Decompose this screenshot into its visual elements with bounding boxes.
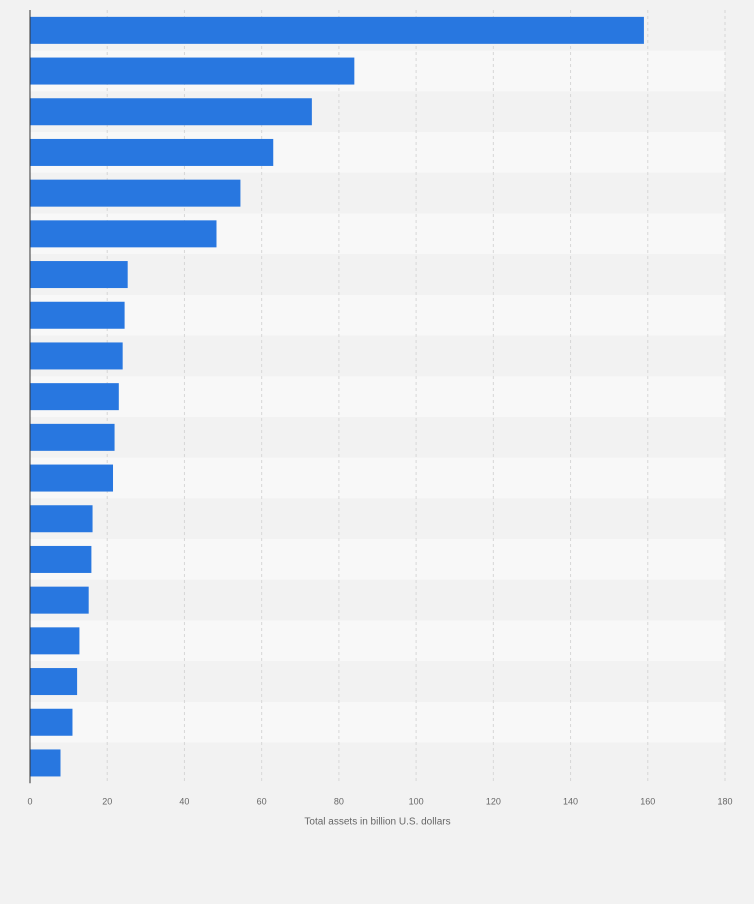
x-tick-label: 20 xyxy=(102,796,112,806)
x-tick-label: 60 xyxy=(257,796,267,806)
row-band xyxy=(30,335,725,377)
row-band xyxy=(30,498,725,540)
x-tick-labels: 0 20 40 60 80 100 120 140 160 180 xyxy=(27,796,732,806)
x-tick-label: 180 xyxy=(717,796,732,806)
bar[interactable] xyxy=(30,668,78,696)
x-tick-label: 100 xyxy=(409,796,424,806)
bar[interactable] xyxy=(30,749,61,777)
row-band xyxy=(30,661,725,702)
bar[interactable] xyxy=(30,16,644,44)
bar[interactable] xyxy=(30,220,217,248)
bar[interactable] xyxy=(30,98,312,126)
x-tick-label: 0 xyxy=(27,796,32,806)
x-tick-label: 160 xyxy=(640,796,655,806)
gridlines xyxy=(106,10,726,784)
x-tick-label: 120 xyxy=(486,796,501,806)
row-band xyxy=(30,742,725,784)
bar[interactable] xyxy=(30,342,123,370)
x-tick-label: 140 xyxy=(563,796,578,806)
bar[interactable] xyxy=(30,383,119,411)
row-band xyxy=(30,376,725,417)
row-band xyxy=(30,701,725,743)
bar[interactable] xyxy=(30,301,125,329)
bar[interactable] xyxy=(30,627,80,655)
x-axis-title: Total assets in billion U.S. dollars xyxy=(304,816,450,827)
bar[interactable] xyxy=(30,505,93,533)
row-bands xyxy=(30,10,725,784)
bar[interactable] xyxy=(30,179,241,207)
bar[interactable] xyxy=(30,545,92,573)
x-tick-label: 40 xyxy=(179,796,189,806)
row-band xyxy=(30,620,725,662)
row-band xyxy=(30,579,725,621)
bars xyxy=(30,16,644,777)
row-band xyxy=(30,254,725,295)
row-band xyxy=(30,417,725,458)
bar[interactable] xyxy=(30,423,115,451)
row-band xyxy=(30,294,725,336)
bar[interactable] xyxy=(30,586,89,614)
bar[interactable] xyxy=(30,708,73,736)
bar[interactable] xyxy=(30,464,114,492)
bar[interactable] xyxy=(30,261,128,289)
x-tick-label: 80 xyxy=(334,796,344,806)
bar[interactable] xyxy=(30,57,355,85)
bar[interactable] xyxy=(30,138,274,166)
row-band xyxy=(30,539,725,580)
row-band xyxy=(30,457,725,499)
